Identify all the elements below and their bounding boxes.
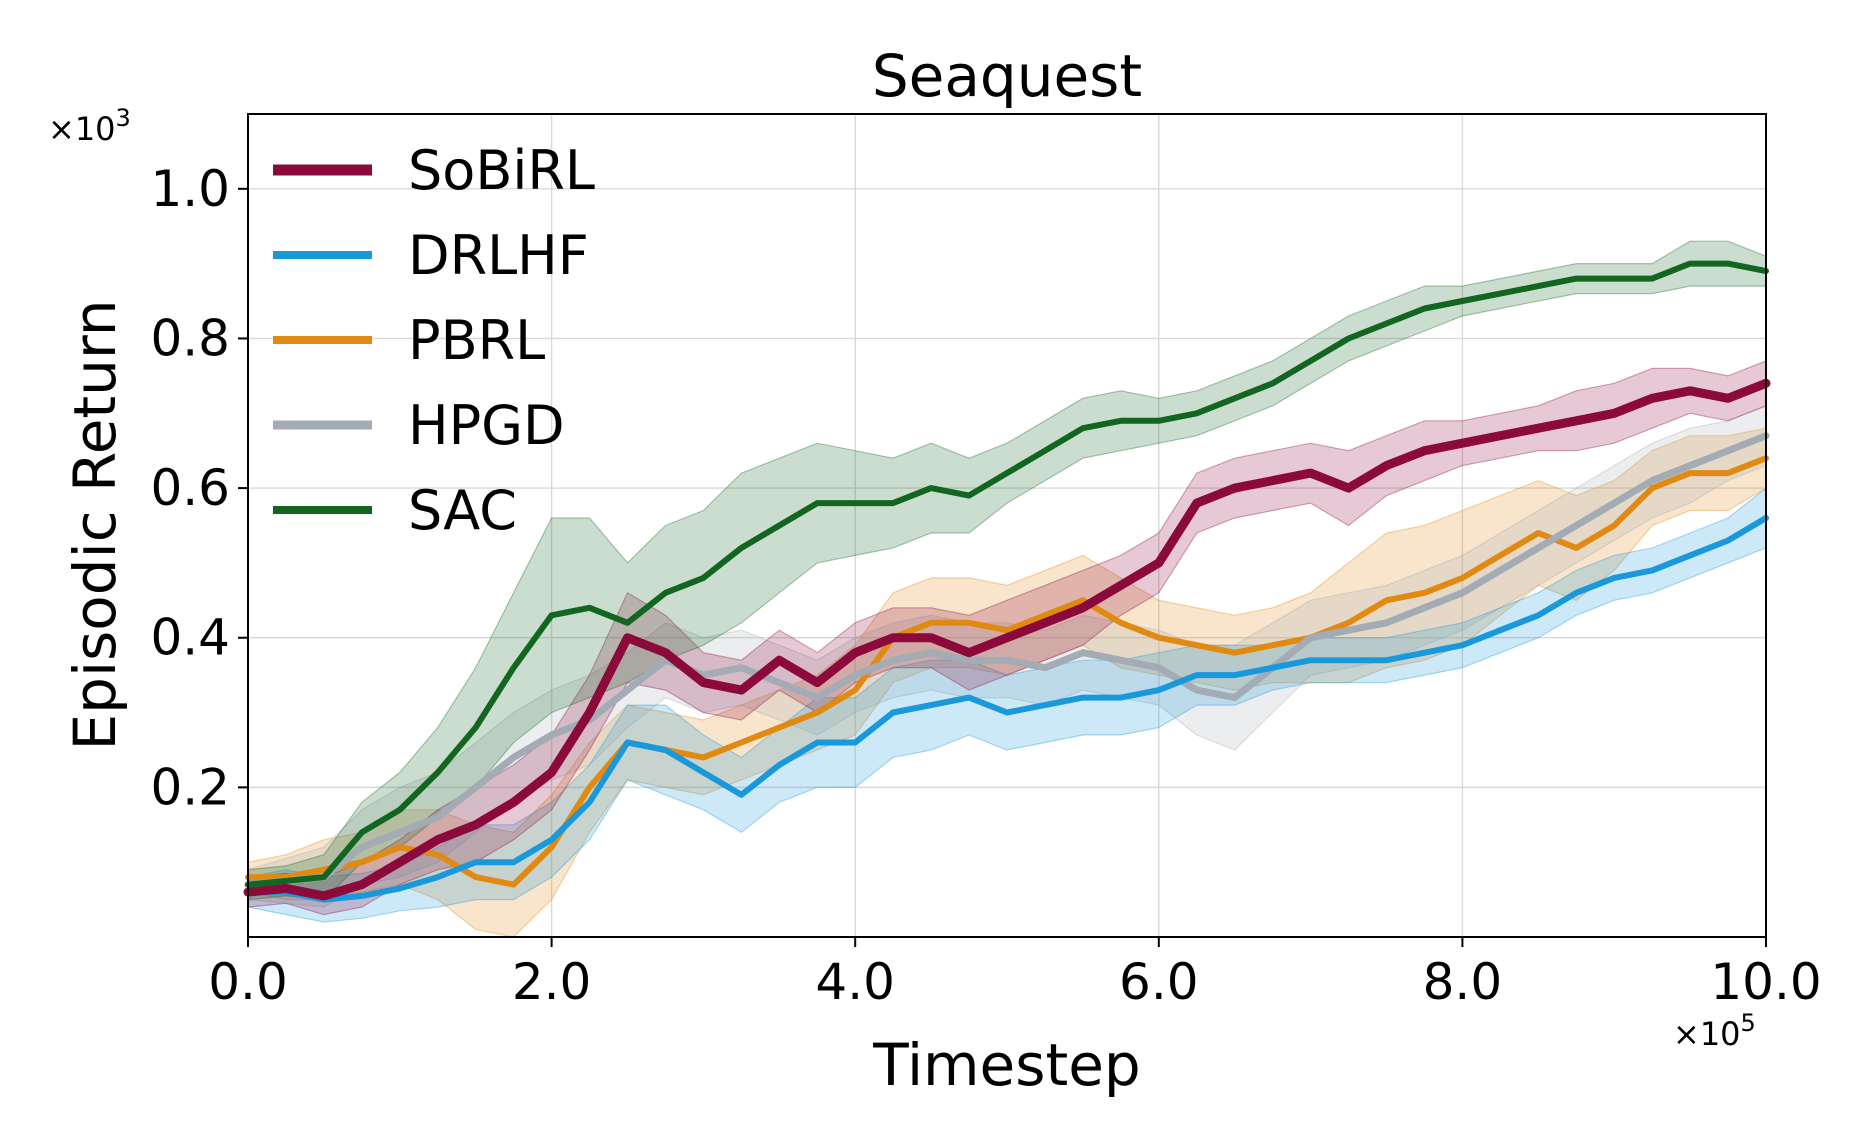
legend-label-sac: SAC	[408, 479, 517, 542]
x-tick-label-1: 2.0	[512, 953, 592, 1011]
line-pbrl	[245, 455, 1769, 888]
x-axis-ticks: 0.0 2.0 4.0 6.0 8.0 10.0	[208, 937, 1822, 1011]
chart-title: Seaquest	[872, 42, 1142, 110]
y-axis-multiplier-exponent: 3	[116, 104, 131, 132]
series-lines	[243, 260, 1771, 903]
y-tick-label-2: 0.6	[150, 459, 230, 517]
x-tick-label-0: 0.0	[208, 953, 288, 1011]
y-axis-ticks: 0.2 0.4 0.6 0.8 1.0	[150, 160, 248, 816]
y-tick-label-4: 1.0	[150, 160, 230, 218]
y-tick-label-0: 0.2	[150, 758, 230, 816]
x-axis-multiplier: ×105	[1673, 1009, 1756, 1053]
x-axis-multiplier-base: ×10	[1673, 1015, 1741, 1053]
line-sobirl	[243, 378, 1771, 901]
grid	[247, 114, 1767, 937]
legend: SoBiRL DRLHF PBRL HPGD SAC	[273, 139, 595, 542]
y-tick-label-1: 0.4	[150, 609, 230, 667]
y-axis-multiplier-base: ×10	[48, 110, 116, 148]
y-axis-label: Episodic Return	[61, 299, 129, 750]
line-drlhf	[245, 515, 1769, 903]
x-tick-label-4: 8.0	[1423, 953, 1503, 1011]
x-axis-multiplier-exponent: 5	[1741, 1009, 1756, 1037]
line-sac	[245, 260, 1769, 888]
plot-frame	[247, 113, 1767, 938]
y-axis-multiplier: ×103	[48, 104, 131, 148]
legend-label-pbrl: PBRL	[408, 309, 545, 372]
legend-label-sobirl: SoBiRL	[408, 139, 595, 202]
x-tick-label-5: 10.0	[1710, 953, 1821, 1011]
legend-label-drlhf: DRLHF	[408, 224, 589, 287]
line-hpgd	[244, 432, 1770, 889]
legend-label-hpgd: HPGD	[408, 394, 565, 457]
x-tick-label-2: 4.0	[815, 953, 895, 1011]
x-tick-label-3: 6.0	[1119, 953, 1199, 1011]
x-axis-label: Timestep	[872, 1031, 1140, 1099]
y-tick-label-3: 0.8	[150, 309, 230, 367]
